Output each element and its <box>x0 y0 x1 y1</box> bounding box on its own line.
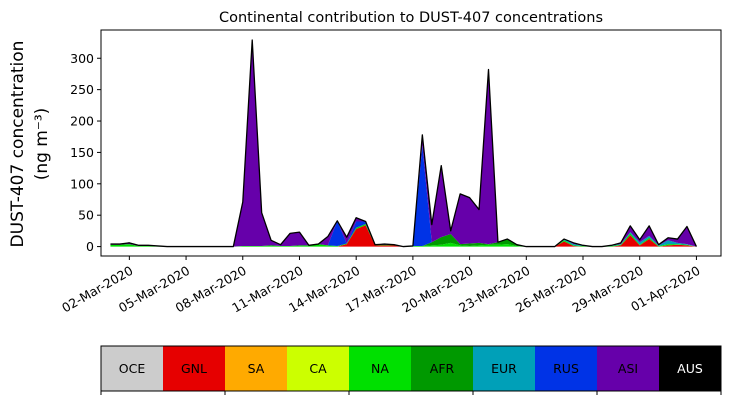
y-tick-label: 200 <box>70 114 94 129</box>
legend-label-na: NA <box>371 361 389 376</box>
y-tick-label: 300 <box>70 51 94 66</box>
y-axis-label-line1: DUST-407 concentration <box>8 41 28 248</box>
legend-label-gnl: GNL <box>181 361 207 376</box>
legend-label-aus: AUS <box>677 361 703 376</box>
total-outline-line <box>110 39 698 248</box>
legend-label-oce: OCE <box>119 361 146 376</box>
area-series-aus <box>110 40 697 247</box>
area-series-na <box>110 223 697 247</box>
y-tick-label: 0 <box>86 239 94 254</box>
legend-frame <box>100 345 722 392</box>
area-series-sa <box>110 225 697 247</box>
area-series-afr <box>110 223 697 247</box>
legend-swatch-ca <box>287 346 350 391</box>
legend-label-rus: RUS <box>553 361 579 376</box>
area-series-ca <box>110 225 697 247</box>
legend-swatch-oce <box>101 346 164 391</box>
legend-label-sa: SA <box>248 361 265 376</box>
legend-label-eur: EUR <box>491 361 517 376</box>
area-series-gnl <box>110 225 697 247</box>
area-series-eur <box>110 223 697 247</box>
legend-swatch-na <box>349 346 412 391</box>
legend-label-afr: AFR <box>430 361 455 376</box>
legend-swatch-gnl <box>163 346 226 391</box>
colorbar-legend: OCE GNL SA CA NA AFR EUR RUS ASI AUS <box>100 345 722 395</box>
legend-swatch-asi <box>597 346 660 391</box>
y-tick-label: 250 <box>70 82 94 97</box>
area-series-asi <box>110 40 697 247</box>
chart-title: Continental contribution to DUST-407 con… <box>219 10 603 26</box>
legend-swatch-rus <box>535 346 598 391</box>
y-axis: 0 50 100 150 200 250 300 <box>70 51 101 254</box>
legend-swatch-eur <box>473 346 536 391</box>
area-series-rus <box>110 145 697 247</box>
plot-area <box>100 29 722 257</box>
plot-frame <box>100 29 722 257</box>
legend-swatch-aus <box>659 346 722 391</box>
y-tick-label: 50 <box>78 208 94 223</box>
y-tick-label: 100 <box>70 176 94 191</box>
legend-label-asi: ASI <box>618 361 638 376</box>
legend-swatch-sa <box>225 346 288 391</box>
legend-swatch-afr <box>411 346 474 391</box>
y-tick-label: 150 <box>70 145 94 160</box>
legend-label-ca: CA <box>309 361 327 376</box>
x-axis: 02-Mar-202005-Mar-202008-Mar-202011-Mar-… <box>59 256 703 315</box>
y-axis-label-line2: (ng m⁻³) <box>32 108 52 181</box>
